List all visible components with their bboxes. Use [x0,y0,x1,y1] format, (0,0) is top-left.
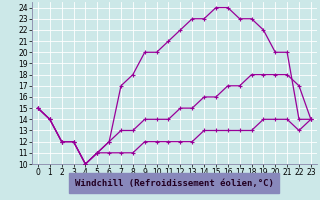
X-axis label: Windchill (Refroidissement éolien,°C): Windchill (Refroidissement éolien,°C) [75,179,274,188]
